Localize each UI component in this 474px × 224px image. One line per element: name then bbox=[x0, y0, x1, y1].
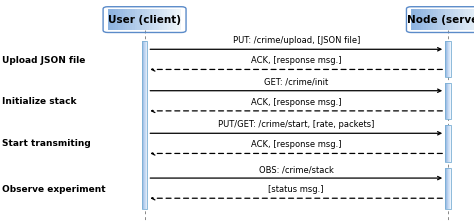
Bar bbox=[108, 9, 110, 30]
Bar bbox=[450, 9, 453, 30]
Bar bbox=[164, 9, 166, 30]
Bar bbox=[155, 9, 157, 30]
Bar bbox=[411, 9, 414, 30]
Bar bbox=[172, 9, 174, 30]
Bar bbox=[438, 9, 440, 30]
Bar bbox=[130, 9, 132, 30]
Bar bbox=[433, 9, 436, 30]
Bar bbox=[458, 9, 460, 30]
Bar bbox=[137, 9, 140, 30]
Bar bbox=[445, 168, 451, 209]
Bar bbox=[152, 9, 155, 30]
Bar bbox=[113, 9, 115, 30]
Bar bbox=[423, 9, 426, 30]
Text: ACK, [response msg.]: ACK, [response msg.] bbox=[251, 98, 341, 107]
Bar bbox=[431, 9, 433, 30]
Bar bbox=[147, 9, 149, 30]
Bar bbox=[473, 9, 474, 30]
Bar bbox=[445, 41, 451, 77]
Bar bbox=[140, 9, 142, 30]
Bar bbox=[455, 9, 458, 30]
Bar bbox=[419, 9, 421, 30]
Bar bbox=[467, 9, 470, 30]
Bar bbox=[174, 9, 176, 30]
Text: OBS: /crime/stack: OBS: /crime/stack bbox=[259, 165, 334, 174]
Text: GET: /crime/init: GET: /crime/init bbox=[264, 78, 328, 87]
Bar bbox=[120, 9, 122, 30]
Bar bbox=[465, 9, 467, 30]
Bar bbox=[142, 9, 145, 30]
Bar bbox=[157, 9, 159, 30]
Text: Observe experiment: Observe experiment bbox=[2, 185, 106, 194]
Bar bbox=[428, 9, 431, 30]
Bar bbox=[142, 41, 147, 209]
Text: User (client): User (client) bbox=[108, 15, 181, 25]
Bar bbox=[118, 9, 120, 30]
Bar bbox=[132, 9, 135, 30]
Bar bbox=[445, 125, 451, 162]
Bar bbox=[135, 9, 137, 30]
Bar bbox=[179, 9, 181, 30]
Text: ACK, [response msg.]: ACK, [response msg.] bbox=[251, 140, 341, 149]
Bar bbox=[436, 9, 438, 30]
Bar bbox=[159, 9, 162, 30]
Bar bbox=[463, 9, 465, 30]
Text: Initialize stack: Initialize stack bbox=[2, 97, 77, 106]
Text: Start transmiting: Start transmiting bbox=[2, 139, 91, 148]
Bar bbox=[460, 9, 463, 30]
Bar bbox=[145, 9, 147, 30]
Bar bbox=[453, 9, 455, 30]
Bar bbox=[125, 9, 128, 30]
Bar bbox=[421, 9, 423, 30]
Bar bbox=[166, 9, 169, 30]
Bar bbox=[446, 9, 448, 30]
Text: Upload JSON file: Upload JSON file bbox=[2, 56, 86, 65]
Bar bbox=[443, 9, 446, 30]
Text: Node (server): Node (server) bbox=[407, 15, 474, 25]
Text: ACK, [response msg.]: ACK, [response msg.] bbox=[251, 56, 341, 65]
Bar bbox=[426, 9, 428, 30]
Bar bbox=[445, 83, 451, 119]
Text: PUT: /crime/upload, [JSON file]: PUT: /crime/upload, [JSON file] bbox=[233, 36, 360, 45]
Bar bbox=[440, 9, 443, 30]
Bar bbox=[176, 9, 179, 30]
Bar bbox=[448, 9, 450, 30]
Text: PUT/GET: /crime/start, [rate, packets]: PUT/GET: /crime/start, [rate, packets] bbox=[218, 120, 374, 129]
Bar bbox=[122, 9, 125, 30]
Bar bbox=[416, 9, 419, 30]
Bar bbox=[169, 9, 172, 30]
Bar bbox=[115, 9, 118, 30]
Bar bbox=[470, 9, 473, 30]
Bar bbox=[162, 9, 164, 30]
Bar bbox=[110, 9, 113, 30]
Bar bbox=[128, 9, 130, 30]
Bar bbox=[414, 9, 416, 30]
Bar bbox=[149, 9, 152, 30]
Text: [status msg.]: [status msg.] bbox=[268, 185, 324, 194]
